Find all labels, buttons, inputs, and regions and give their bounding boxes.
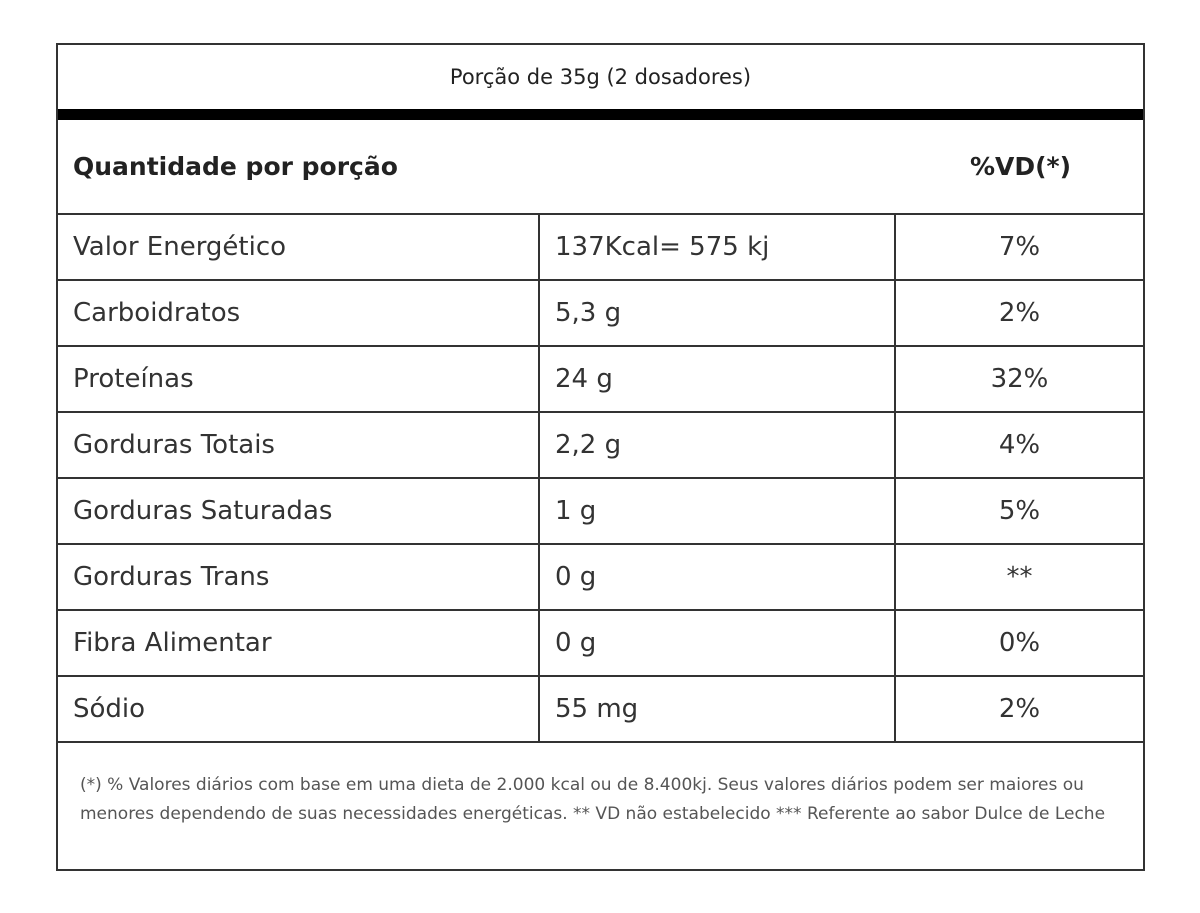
- nutrient-amount: 1 g: [540, 479, 896, 543]
- nutrient-vd: 0%: [998, 628, 1041, 658]
- nutrient-vd: 2%: [998, 694, 1041, 724]
- nutrient-name: Fibra Alimentar: [58, 611, 540, 675]
- vd-header: %VD(*): [969, 152, 1072, 181]
- quantity-header: Quantidade por porção: [73, 152, 398, 181]
- table-row: Gorduras Totais 2,2 g 4%: [58, 413, 1143, 479]
- nutrient-name: Valor Energético: [58, 215, 540, 279]
- nutrient-name: Gorduras Saturadas: [58, 479, 540, 543]
- nutrient-vd: **: [1006, 562, 1033, 592]
- footnote: (*) % Valores diários com base em uma di…: [80, 775, 1106, 824]
- nutrient-vd: 4%: [998, 430, 1041, 460]
- nutrient-amount: 0 g: [540, 545, 896, 609]
- nutrient-amount: 2,2 g: [540, 413, 896, 477]
- nutrition-facts-table: Porção de 35g (2 dosadores) Quantidade p…: [56, 43, 1145, 871]
- table-row: Fibra Alimentar 0 g 0%: [58, 611, 1143, 677]
- nutrient-vd: 7%: [998, 232, 1041, 262]
- nutrient-name: Proteínas: [58, 347, 540, 411]
- nutrient-amount: 137Kcal= 575 kj: [540, 215, 896, 279]
- nutrient-vd: 32%: [990, 364, 1049, 394]
- nutrient-amount: 0 g: [540, 611, 896, 675]
- nutrient-name: Carboidratos: [58, 281, 540, 345]
- nutrient-vd: 2%: [998, 298, 1041, 328]
- nutrient-amount: 24 g: [540, 347, 896, 411]
- portion-size: Porção de 35g (2 dosadores): [449, 65, 752, 89]
- table-row: Gorduras Trans 0 g **: [58, 545, 1143, 611]
- table-row: Gorduras Saturadas 1 g 5%: [58, 479, 1143, 545]
- nutrient-amount: 55 mg: [540, 677, 896, 741]
- nutrient-name: Gorduras Totais: [58, 413, 540, 477]
- nutrient-vd: 5%: [998, 496, 1041, 526]
- nutrient-name: Gorduras Trans: [58, 545, 540, 609]
- nutrient-amount: 5,3 g: [540, 281, 896, 345]
- thick-divider: [58, 109, 1143, 120]
- table-row: Valor Energético 137Kcal= 575 kj 7%: [58, 215, 1143, 281]
- table-row: Proteínas 24 g 32%: [58, 347, 1143, 413]
- table-row: Carboidratos 5,3 g 2%: [58, 281, 1143, 347]
- nutrient-name: Sódio: [58, 677, 540, 741]
- table-row: Sódio 55 mg 2%: [58, 677, 1143, 743]
- table-header: Quantidade por porção %VD(*): [58, 120, 1143, 215]
